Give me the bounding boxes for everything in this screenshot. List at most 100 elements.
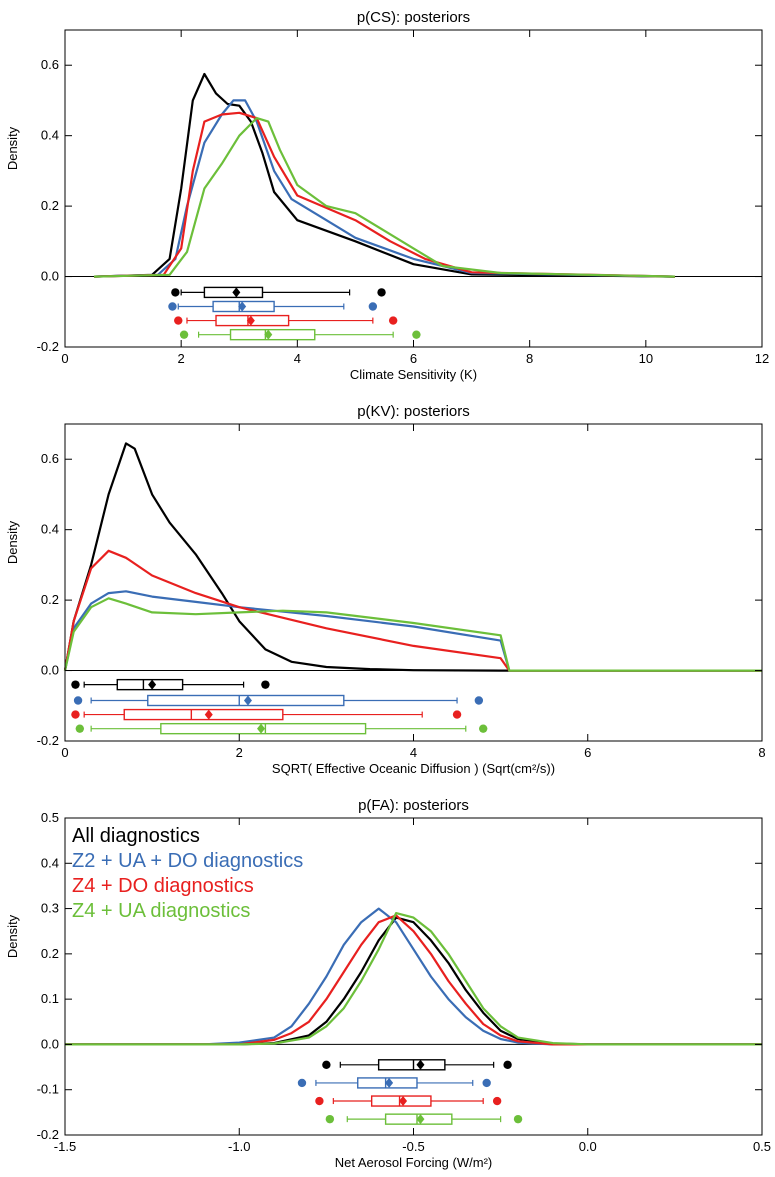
mean-diamond — [416, 1114, 425, 1125]
outlier-dot — [315, 1096, 324, 1106]
outlier-dot — [325, 1114, 335, 1124]
outlier-dot — [297, 1078, 307, 1088]
x-tick-label: 0.5 — [753, 1139, 771, 1154]
outlier-dot — [171, 288, 180, 297]
x-tick-label: 2 — [236, 745, 243, 760]
density-line-all — [93, 72, 675, 278]
x-tick-label: 6 — [410, 351, 417, 366]
outlier-dot — [492, 1096, 502, 1106]
mean-diamond — [148, 679, 157, 690]
box — [123, 708, 284, 721]
y-tick-label: -0.1 — [37, 1082, 59, 1097]
x-tick-label: 10 — [639, 351, 653, 366]
outlier-dot — [377, 288, 386, 297]
y-tick-label: 0.3 — [41, 901, 59, 916]
mean-diamond — [264, 329, 273, 340]
boxplot-z4ua — [325, 1113, 523, 1125]
mean-diamond — [204, 709, 213, 720]
x-tick-label: 6 — [584, 745, 591, 760]
chart-title: p(FA): posteriors — [358, 797, 469, 814]
boxplot-z4do — [71, 708, 462, 721]
x-tick-label: -1.0 — [228, 1139, 250, 1154]
outlier-dot — [71, 710, 80, 719]
outlier-dot — [513, 1114, 523, 1124]
mean-diamond — [246, 315, 255, 326]
chart-panel-2: p(KV): posteriors 0 2 4 6 8 -0.2 0.0 0.2 0.4 0.6 SQ… — [5, 403, 766, 776]
box — [377, 1059, 446, 1071]
chart-panel-3: p(FA): posteriors -1.5 -1.0 -0.5 0.0 0.5 -0.2 -… — [5, 797, 771, 1170]
x-tick-label: 0 — [61, 351, 68, 366]
boxplot-all — [171, 286, 386, 299]
x-axis-label: Net Aerosol Forcing (W/m²) — [335, 1155, 492, 1170]
x-tick-label: -0.5 — [402, 1139, 424, 1154]
y-axis-label: Density — [5, 520, 20, 564]
legend-entry: All diagnostics — [72, 825, 200, 847]
y-tick-label: 0.2 — [41, 198, 59, 213]
y-axis-label: Density — [5, 126, 20, 170]
x-tick-label: 0.0 — [579, 1139, 597, 1154]
x-tick-label: 4 — [294, 351, 301, 366]
x-axis-label: Climate Sensitivity (K) — [350, 367, 477, 382]
y-tick-label: 0.6 — [41, 451, 59, 466]
boxplot-z4ua — [179, 328, 421, 341]
outlier-dot — [412, 330, 421, 339]
y-tick-label: 0.4 — [41, 522, 59, 537]
plot-frame — [64, 29, 763, 348]
y-tick-label: -0.2 — [37, 733, 59, 748]
legend-entry: Z4 + UA diagnostics — [72, 900, 250, 922]
x-tick-label: 0 — [61, 745, 68, 760]
y-tick-label: 0.2 — [41, 592, 59, 607]
density-line-z4do — [65, 914, 762, 1046]
boxplot-z4do — [315, 1095, 502, 1107]
boxplot-z2uado — [297, 1077, 491, 1089]
x-tick-label: 4 — [410, 745, 417, 760]
legend-entry: Z4 + DO diagnostics — [72, 875, 254, 897]
boxplot-z4ua — [75, 722, 488, 735]
y-tick-label: 0.0 — [41, 269, 59, 284]
outlier-dot — [174, 316, 183, 325]
mean-diamond — [399, 1096, 408, 1107]
boxplot-all — [322, 1059, 512, 1071]
y-tick-label: 0.4 — [41, 855, 59, 870]
outlier-dot — [503, 1060, 512, 1070]
density-line-z2uado — [63, 590, 762, 672]
outlier-dot — [482, 1078, 491, 1088]
mean-diamond — [257, 723, 266, 734]
chart-panel-1: p(CS): posteriors 0 2 4 6 8 10 12 -0.2 0.0 0.2 0.4 0… — [5, 9, 769, 382]
x-tick-label: 8 — [526, 351, 533, 366]
y-tick-label: 0.0 — [41, 1036, 59, 1051]
outlier-dot — [179, 330, 189, 339]
mean-diamond — [232, 287, 241, 298]
y-tick-label: 0.4 — [41, 128, 59, 143]
outlier-dot — [322, 1060, 331, 1070]
density-line-all — [65, 916, 762, 1046]
outlier-dot — [388, 316, 398, 325]
y-tick-label: 0.2 — [41, 946, 59, 961]
density-line-z2uado — [65, 907, 762, 1046]
y-axis-label: Density — [5, 914, 20, 958]
outlier-dot — [73, 696, 83, 705]
x-tick-label: -1.5 — [54, 1139, 76, 1154]
boxplot-z2uado — [168, 300, 378, 313]
outlier-dot — [71, 680, 80, 689]
outlier-dot — [261, 680, 270, 689]
density-line-z2uado — [93, 99, 675, 278]
outlier-dot — [479, 724, 488, 733]
mean-diamond — [385, 1077, 394, 1088]
density-line-z4ua — [63, 597, 762, 672]
outlier-dot — [368, 302, 378, 311]
x-tick-label: 8 — [758, 745, 765, 760]
density-line-z4ua — [93, 117, 675, 278]
outlier-dot — [474, 696, 484, 705]
boxplot-all — [71, 678, 270, 691]
legend-entry: Z2 + UA + DO diagnostics — [72, 850, 303, 872]
y-tick-label: -0.2 — [37, 339, 59, 354]
y-tick-label: 0.0 — [41, 663, 59, 678]
y-tick-label: 0.5 — [41, 810, 59, 825]
outlier-dot — [452, 710, 462, 719]
y-tick-label: -0.2 — [37, 1127, 59, 1142]
x-tick-label: 12 — [755, 351, 769, 366]
y-tick-label: 0.6 — [41, 57, 59, 72]
density-line-all — [63, 442, 762, 672]
